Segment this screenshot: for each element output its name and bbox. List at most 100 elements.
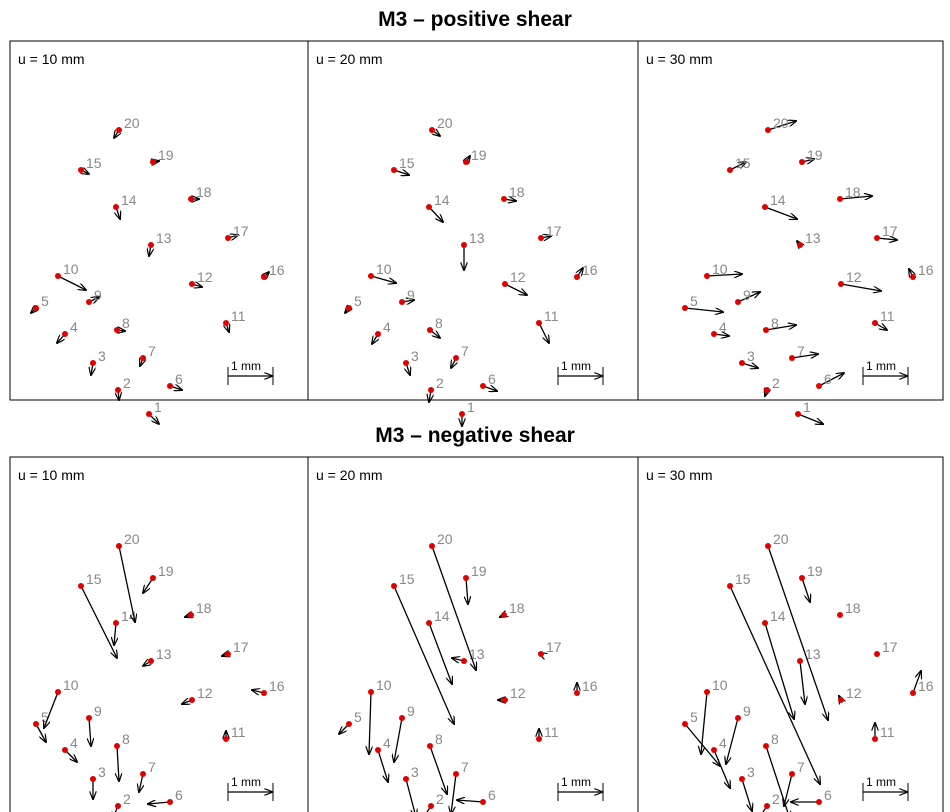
scale-bar: 1 mm [227, 359, 274, 385]
marker-point-2 [428, 803, 434, 809]
point-label-3: 3 [98, 764, 106, 780]
displacement-vector-10 [701, 691, 708, 754]
point-label-17: 17 [882, 223, 898, 239]
displacement-vector-19 [143, 577, 154, 593]
point-label-12: 12 [197, 685, 213, 701]
row-title-positive: M3 – positive shear [378, 8, 572, 31]
marker-point-6 [816, 799, 822, 805]
point-label-12: 12 [510, 685, 526, 701]
displacement-vector-10 [369, 691, 371, 754]
displacement-vector-6 [148, 802, 171, 804]
point-label-15: 15 [735, 571, 751, 587]
marker-point-10 [55, 273, 61, 279]
marker-point-15 [78, 583, 84, 589]
point-label-7: 7 [148, 343, 156, 359]
scale-bar-label: 1 mm [231, 359, 261, 373]
point-label-6: 6 [175, 787, 183, 803]
point-label-15: 15 [399, 571, 415, 587]
marker-point-17 [225, 235, 231, 241]
point-label-20: 20 [124, 531, 140, 547]
point-label-5: 5 [690, 293, 698, 309]
point-label-2: 2 [123, 791, 131, 807]
displacement-vector-16 [912, 671, 921, 694]
panel-frame [9, 40, 309, 401]
scale-bar: 1 mm [862, 775, 909, 801]
marker-point-4 [711, 747, 717, 753]
displacement-vector-19 [801, 577, 810, 602]
marker-point-17 [538, 235, 544, 241]
marker-point-8 [114, 743, 120, 749]
marker-point-1 [146, 411, 152, 417]
point-label-11: 11 [231, 724, 246, 740]
marker-point-2 [764, 803, 770, 809]
point-label-16: 16 [918, 678, 934, 694]
marker-point-11 [872, 320, 878, 326]
point-label-3: 3 [411, 764, 419, 780]
displacement-vector-14 [764, 206, 797, 219]
point-label-11: 11 [231, 308, 246, 324]
marker-point-16 [910, 274, 916, 280]
displacement-vector-7 [791, 354, 818, 358]
marker-point-7 [453, 355, 459, 361]
marker-point-8 [114, 327, 120, 333]
marker-point-2 [764, 387, 770, 393]
marker-point-13 [461, 242, 467, 248]
displacement-vector-19 [466, 577, 468, 604]
marker-point-12 [189, 281, 195, 287]
panel-r0-c0: u = 10 mm1234567891011121314151617181920… [9, 40, 309, 424]
point-label-7: 7 [797, 343, 805, 359]
marker-point-3 [739, 360, 745, 366]
marker-point-6 [167, 799, 173, 805]
scale-bar-label: 1 mm [231, 775, 261, 789]
marker-point-11 [223, 736, 229, 742]
displacement-vector-4 [713, 749, 730, 788]
marker-point-2 [428, 387, 434, 393]
marker-point-5 [33, 305, 39, 311]
point-label-6: 6 [488, 371, 496, 387]
scale-bar: 1 mm [557, 775, 604, 801]
marker-point-19 [463, 575, 469, 581]
marker-point-14 [762, 204, 768, 210]
marker-point-2 [115, 387, 121, 393]
point-label-11: 11 [880, 308, 895, 324]
point-label-12: 12 [846, 269, 862, 285]
displacement-vector-10 [44, 691, 59, 728]
point-label-17: 17 [233, 639, 249, 655]
displacement-vector-20 [767, 121, 796, 131]
point-label-6: 6 [824, 787, 832, 803]
marker-point-13 [797, 242, 803, 248]
displacement-vector-14 [114, 622, 116, 645]
row-title-negative: M3 – negative shear [375, 424, 575, 447]
displacement-vector-9 [726, 717, 739, 764]
marker-point-20 [765, 127, 771, 133]
marker-point-16 [574, 274, 580, 280]
marker-point-3 [403, 776, 409, 782]
marker-point-16 [261, 690, 267, 696]
marker-point-12 [838, 697, 844, 703]
point-label-13: 13 [805, 230, 821, 246]
marker-point-5 [682, 721, 688, 727]
marker-point-8 [763, 327, 769, 333]
point-label-10: 10 [376, 677, 392, 693]
point-label-19: 19 [158, 147, 174, 163]
point-label-19: 19 [471, 147, 487, 163]
marker-point-10 [55, 689, 61, 695]
marker-point-9 [735, 299, 741, 305]
marker-point-11 [223, 320, 229, 326]
marker-point-3 [90, 776, 96, 782]
marker-point-9 [86, 715, 92, 721]
marker-point-18 [188, 196, 194, 202]
marker-point-15 [727, 167, 733, 173]
point-label-14: 14 [434, 608, 450, 624]
marker-point-10 [704, 273, 710, 279]
displacement-vector-20 [431, 545, 476, 670]
point-label-20: 20 [437, 115, 453, 131]
marker-point-15 [391, 583, 397, 589]
point-label-9: 9 [743, 703, 751, 719]
marker-point-12 [838, 281, 844, 287]
displacement-vector-2 [426, 805, 432, 812]
marker-point-7 [140, 771, 146, 777]
displacement-vector-15 [729, 585, 820, 784]
point-label-3: 3 [411, 348, 419, 364]
point-label-2: 2 [436, 375, 444, 391]
